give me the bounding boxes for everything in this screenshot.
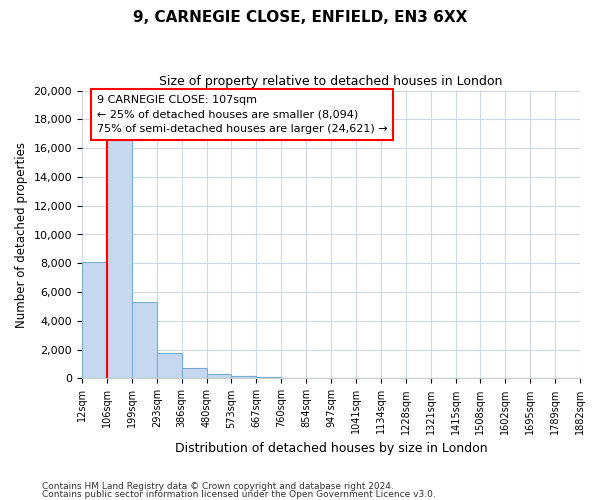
Text: Contains HM Land Registry data © Crown copyright and database right 2024.: Contains HM Land Registry data © Crown c… xyxy=(42,482,394,491)
Bar xyxy=(132,302,157,378)
Bar xyxy=(82,262,107,378)
Bar xyxy=(182,368,206,378)
Y-axis label: Number of detached properties: Number of detached properties xyxy=(15,142,28,328)
Bar xyxy=(232,376,256,378)
Bar xyxy=(206,374,232,378)
Text: Contains public sector information licensed under the Open Government Licence v3: Contains public sector information licen… xyxy=(42,490,436,499)
Bar xyxy=(107,140,132,378)
Bar xyxy=(256,377,281,378)
Title: Size of property relative to detached houses in London: Size of property relative to detached ho… xyxy=(159,75,503,88)
Text: 9, CARNEGIE CLOSE, ENFIELD, EN3 6XX: 9, CARNEGIE CLOSE, ENFIELD, EN3 6XX xyxy=(133,10,467,25)
Text: 9 CARNEGIE CLOSE: 107sqm
← 25% of detached houses are smaller (8,094)
75% of sem: 9 CARNEGIE CLOSE: 107sqm ← 25% of detach… xyxy=(97,95,388,134)
Bar xyxy=(157,352,182,378)
X-axis label: Distribution of detached houses by size in London: Distribution of detached houses by size … xyxy=(175,442,487,455)
